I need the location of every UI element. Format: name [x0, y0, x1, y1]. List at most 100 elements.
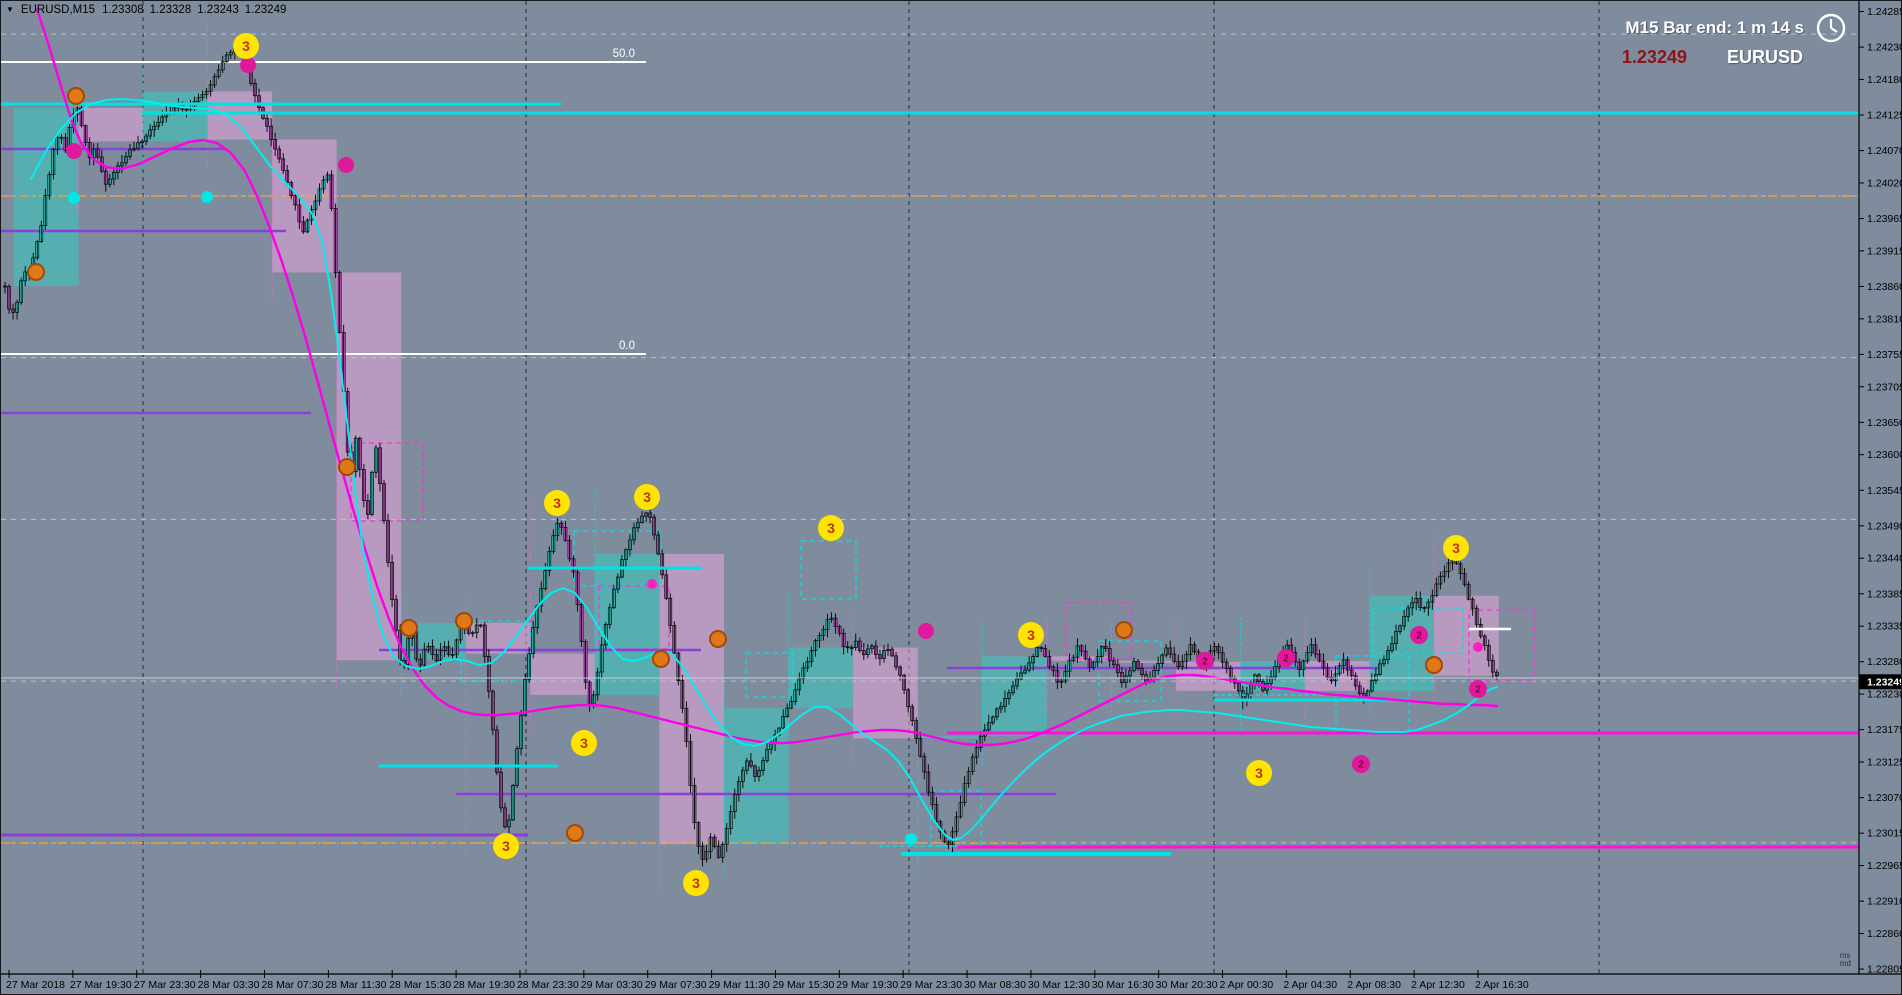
orange-signal-circle [27, 263, 45, 281]
count-3-badge-label: 3 [643, 489, 651, 505]
price-axis-label: 1.23650 [1867, 417, 1902, 429]
price-axis-label: 1.23440 [1867, 553, 1902, 565]
time-axis-label: 30 Mar 12:30 [1028, 979, 1090, 991]
symbol-period-label: EURUSD,M15 [20, 4, 96, 16]
indicator-watermark: ms md [1839, 951, 1851, 968]
time-axis-label: 2 Apr 00:30 [1220, 979, 1274, 991]
count-3-badge [233, 33, 259, 59]
time-axis-label: 30 Mar 20:30 [1156, 979, 1218, 991]
time-axis-label: 29 Mar 15:30 [772, 979, 834, 991]
bid-price-display: 1.23249 [1621, 47, 1687, 67]
indicator-box [800, 540, 857, 600]
ma-slow-line [35, 7, 1499, 747]
orange-signal-circle [1115, 621, 1133, 639]
count-3-badge-label: 3 [1255, 765, 1263, 781]
price-axis-label: 1.24070 [1867, 145, 1902, 157]
cyan-dot-marker [201, 191, 213, 203]
price-axis-label: 1.23070 [1867, 792, 1902, 804]
price-axis-label: 1.23860 [1867, 281, 1902, 293]
price-axis-label: 1.23015 [1867, 828, 1902, 840]
price-axis-label: 1.22965 [1867, 860, 1902, 872]
cyan-dot-marker [68, 192, 80, 204]
time-axis-label: 29 Mar 03:30 [581, 979, 643, 991]
magenta-dot-marker [1473, 642, 1483, 652]
price-axis-label: 1.23600 [1867, 449, 1902, 461]
bar-timer-overlay: M15 Bar end: 1 m 14 s 1.23249 EURUSD [1622, 12, 1847, 68]
indicator-box [1372, 607, 1464, 654]
time-axis-label: 29 Mar 07:30 [645, 979, 707, 991]
cyan-dot-marker [905, 833, 917, 845]
indicator-box [1468, 609, 1535, 681]
orange-signal-circle [455, 612, 473, 630]
time-axis-label: 27 Mar 23:30 [134, 979, 196, 991]
magenta-signal-circle [66, 143, 82, 159]
clock-icon [1816, 13, 1846, 43]
time-axis-label: 29 Mar 11:30 [709, 979, 770, 991]
time-axis-label: 2 Apr 16:30 [1475, 979, 1529, 991]
count-3-badge-label: 3 [1452, 540, 1460, 556]
count-3-badge-label: 3 [1027, 627, 1035, 643]
count-2-badge-label: 2 [1202, 657, 1208, 668]
current-price-badge [1859, 674, 1901, 690]
ohlc-header[interactable]: ▼ EURUSD,M15 1.23308 1.23328 1.23243 1.2… [6, 4, 286, 16]
count-3-badge [1443, 535, 1469, 561]
count-3-badge [1018, 622, 1044, 648]
low-value: 1.23243 [197, 4, 239, 16]
symbol-display: EURUSD [1726, 47, 1803, 67]
h4-zone-box [1369, 595, 1435, 691]
count-2-badge-label: 2 [1475, 685, 1481, 696]
price-axis-label: 1.23965 [1867, 213, 1902, 225]
time-axis-label: 2 Apr 12:30 [1411, 979, 1465, 991]
orange-signal-circle [566, 824, 584, 842]
indicator-box [1098, 640, 1162, 702]
count-2-badge-label: 2 [1283, 654, 1289, 665]
count-3-badge [571, 730, 597, 756]
time-axis-label: 29 Mar 19:30 [836, 979, 898, 991]
price-axis[interactable]: 1.24285 1.24230 1.24180 1.24125 1.24070 1.240… [1867, 6, 1902, 976]
price-axis-label: 1.23125 [1867, 757, 1902, 769]
count-2-badge-label: 2 [1416, 631, 1422, 642]
price-axis-label: 1.24020 [1867, 177, 1902, 189]
magenta-dot-marker [647, 579, 657, 589]
count-3-badge [493, 833, 519, 859]
time-axis-label: 28 Mar 03:30 [198, 979, 260, 991]
magenta-signal-circle [240, 57, 256, 73]
count-3-badge-label: 3 [502, 838, 510, 854]
count-3-badge-label: 3 [692, 875, 700, 891]
time-axis-label: 28 Mar 11:30 [325, 979, 386, 991]
symbol-dropdown-icon[interactable]: ▼ [6, 5, 14, 14]
time-axis-label: 28 Mar 07:30 [261, 979, 323, 991]
magenta-signal-circle [918, 623, 934, 639]
time-axis-label: 2 Apr 08:30 [1347, 979, 1401, 991]
orange-signal-circle [67, 87, 85, 105]
price-axis-label: 1.24125 [1867, 110, 1902, 122]
count-2-badge [1469, 680, 1487, 698]
count-2-badge [1196, 652, 1214, 670]
fib-level-label: 50.0 [613, 48, 635, 60]
price-axis-label: 1.24285 [1867, 6, 1902, 18]
price-axis-label: 1.23280 [1867, 656, 1902, 668]
current-price-badge-label: 1.23249 [1867, 676, 1902, 688]
price-axis-label: 1.24230 [1867, 42, 1902, 54]
h4-zone-box [1434, 595, 1499, 676]
count-2-badge [1277, 649, 1295, 667]
orange-signal-circle [1425, 656, 1443, 674]
count-3-badge-label: 3 [827, 520, 835, 536]
fib-level-label: 0.0 [619, 340, 635, 352]
time-axis-label: 2 Apr 04:30 [1283, 979, 1337, 991]
price-axis-label: 1.23175 [1867, 724, 1902, 736]
time-axis-label: 30 Mar 08:30 [964, 979, 1026, 991]
high-value: 1.23328 [149, 4, 192, 16]
time-axis-label: 30 Mar 16:30 [1092, 979, 1154, 991]
price-axis-label: 1.23230 [1867, 689, 1902, 701]
price-axis-label: 1.24180 [1867, 74, 1902, 86]
ma-fast-line [30, 98, 1498, 841]
price-axis-label: 1.22860 [1867, 928, 1902, 940]
time-axis-label: 28 Mar 23:30 [517, 979, 579, 991]
price-axis-label: 1.22910 [1867, 896, 1902, 908]
time-axis-label: 27 Mar 2018 [6, 979, 65, 991]
time-axis[interactable]: 27 Mar 2018 27 Mar 19:30 27 Mar 23:30 28 Ma… [6, 979, 1529, 991]
magenta-signal-circle [338, 157, 354, 173]
